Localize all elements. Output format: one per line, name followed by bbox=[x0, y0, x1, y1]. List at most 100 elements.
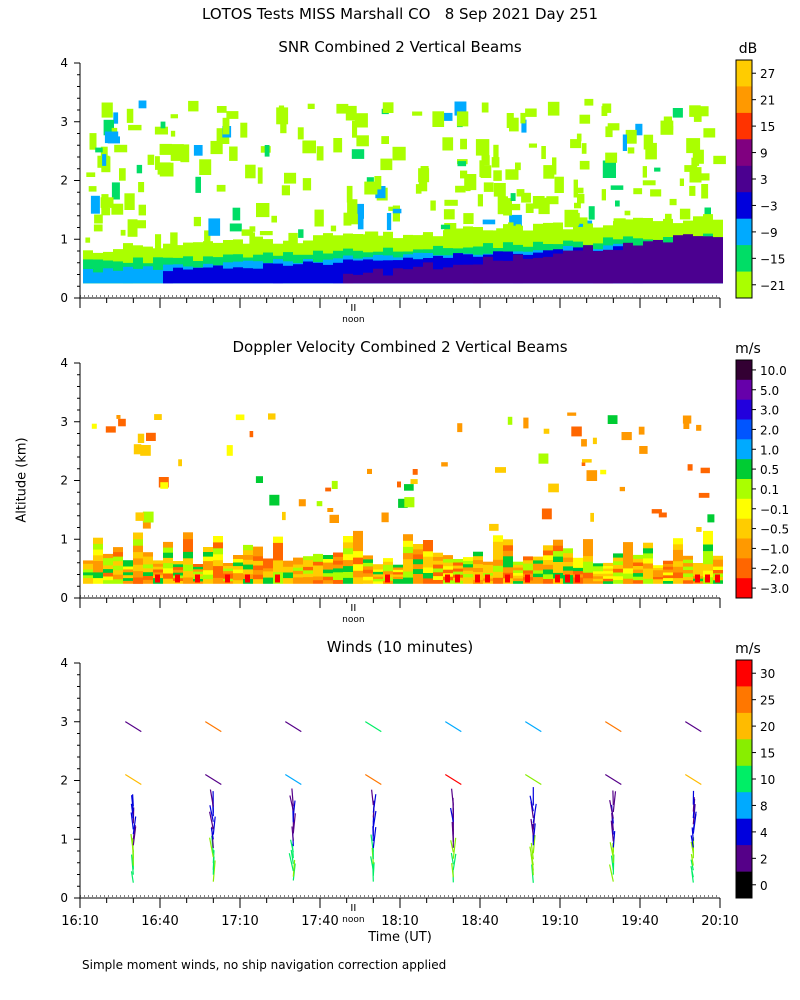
snr-cell bbox=[245, 164, 256, 179]
velocity-cell bbox=[233, 572, 243, 577]
velocity-cell bbox=[613, 560, 623, 565]
velocity-cell bbox=[303, 566, 313, 571]
x-tick-label: 20:10 bbox=[701, 914, 738, 929]
snr-cell bbox=[505, 169, 519, 180]
snr-cell bbox=[695, 106, 709, 117]
snr-cell bbox=[313, 262, 323, 284]
velocity-cell bbox=[633, 562, 643, 566]
snr-cell bbox=[86, 172, 96, 177]
velocity-cell bbox=[133, 564, 143, 572]
snr-cell bbox=[563, 250, 573, 284]
wind-barb bbox=[289, 795, 294, 811]
velocity-cell bbox=[613, 568, 623, 573]
snr-cell bbox=[635, 123, 643, 136]
velocity-cell bbox=[353, 576, 363, 584]
velocity-cell bbox=[643, 573, 653, 579]
velocity-cell bbox=[533, 559, 543, 564]
colorbar-swatch bbox=[736, 459, 752, 480]
velocity-cell bbox=[513, 564, 523, 568]
velocity-cell bbox=[283, 572, 293, 576]
velocity-cell bbox=[93, 537, 103, 544]
snr-cell bbox=[203, 267, 213, 284]
velocity-cell bbox=[323, 576, 333, 581]
velocity-cell bbox=[353, 550, 363, 558]
velocity-cell bbox=[373, 569, 383, 572]
snr-cell bbox=[336, 103, 349, 114]
snr-cell bbox=[314, 209, 324, 227]
velocity-cell bbox=[553, 566, 563, 573]
velocity-cell bbox=[543, 545, 553, 551]
velocity-cell bbox=[363, 569, 373, 574]
velocity-cell bbox=[403, 564, 413, 572]
velocity-cell bbox=[123, 563, 133, 567]
snr-cell bbox=[693, 114, 702, 122]
velocity-cell bbox=[142, 519, 151, 529]
velocity-cell bbox=[633, 572, 643, 577]
snr-cell bbox=[520, 112, 526, 124]
velocity-cell bbox=[463, 580, 473, 584]
velocity-cell bbox=[373, 578, 383, 582]
snr-cell bbox=[480, 165, 492, 178]
velocity-cell bbox=[523, 559, 533, 564]
wind-barb bbox=[291, 788, 294, 807]
velocity-cell bbox=[683, 555, 693, 560]
velocity-cell bbox=[113, 578, 123, 584]
velocity-cell bbox=[83, 577, 93, 581]
colorbar-label: 10.0 bbox=[760, 364, 787, 378]
snr-cell bbox=[229, 146, 238, 161]
velocity-cell bbox=[363, 558, 373, 563]
velocity-cell bbox=[316, 501, 323, 507]
snr-cell bbox=[354, 113, 368, 128]
velocity-cell bbox=[592, 437, 597, 445]
snr-cell bbox=[662, 125, 674, 130]
snr-cell bbox=[273, 263, 283, 284]
wind-barb bbox=[292, 859, 296, 877]
velocity-cell bbox=[373, 564, 383, 568]
snr-cell bbox=[119, 168, 126, 181]
velocity-cell bbox=[325, 487, 332, 492]
snr-cell bbox=[420, 166, 429, 179]
wind-barb bbox=[290, 839, 294, 853]
snr-cell bbox=[353, 260, 363, 284]
velocity-cell bbox=[103, 557, 113, 562]
wind-barb bbox=[284, 773, 302, 786]
colorbar-swatch bbox=[736, 765, 752, 793]
velocity-cell bbox=[633, 579, 643, 584]
velocity-cell bbox=[453, 568, 463, 572]
snr-cell bbox=[232, 207, 241, 221]
snr-cell bbox=[430, 200, 436, 211]
snr-cell bbox=[423, 262, 433, 284]
velocity-cell bbox=[403, 546, 413, 554]
velocity-cell bbox=[103, 553, 113, 559]
snr-cell bbox=[257, 167, 263, 184]
wind-barb bbox=[124, 721, 142, 733]
x-tick-label: 17:40 bbox=[301, 914, 338, 929]
snr-cell bbox=[493, 183, 506, 197]
velocity-cell bbox=[623, 547, 633, 553]
snr-cell bbox=[243, 268, 253, 284]
snr-cell bbox=[199, 159, 212, 175]
snr-cell bbox=[222, 117, 230, 135]
wind-barb bbox=[610, 855, 614, 871]
colorbar-unit: dB bbox=[739, 41, 758, 57]
snr-cell bbox=[392, 205, 400, 222]
velocity-cell bbox=[143, 563, 153, 569]
snr-cell bbox=[642, 180, 656, 186]
snr-cell bbox=[679, 208, 691, 220]
snr-cell bbox=[298, 229, 304, 238]
velocity-cell bbox=[323, 562, 333, 567]
snr-cell bbox=[95, 147, 103, 153]
panel-title: Winds (10 minutes) bbox=[327, 638, 474, 656]
velocity-cell bbox=[423, 577, 433, 584]
snr-cell bbox=[160, 121, 166, 129]
velocity-cell bbox=[663, 572, 673, 576]
snr-cell bbox=[374, 176, 382, 190]
snr-cell bbox=[579, 114, 591, 124]
velocity-cell bbox=[93, 577, 103, 584]
snr-cell bbox=[223, 268, 233, 284]
colorbar-label: 2 bbox=[760, 852, 768, 866]
velocity-cell bbox=[263, 577, 273, 581]
velocity-cell bbox=[563, 557, 573, 562]
snr-cell bbox=[183, 269, 193, 284]
velocity-cell bbox=[683, 569, 693, 574]
